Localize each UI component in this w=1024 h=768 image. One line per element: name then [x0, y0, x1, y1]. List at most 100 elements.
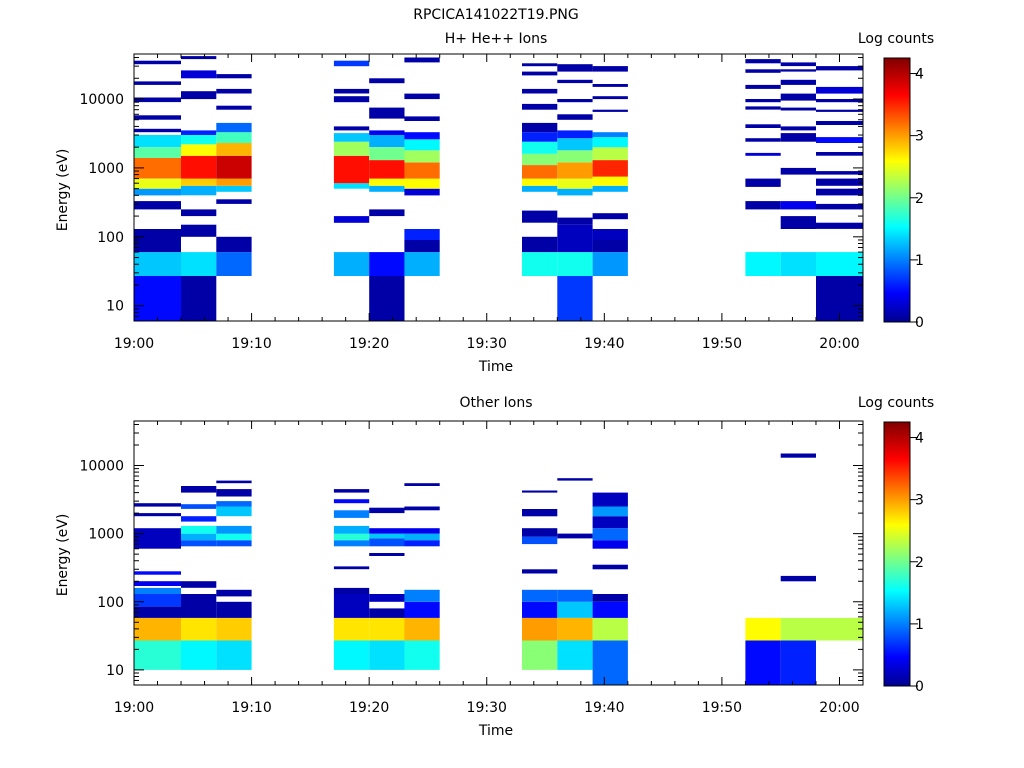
heatmap-cell — [216, 489, 252, 497]
heatmap-cell — [369, 178, 405, 186]
heatmap-cell — [557, 478, 593, 481]
heatmap-cell — [216, 506, 252, 517]
heatmap-cell — [333, 133, 370, 142]
x-tick-label: 19:00 — [114, 700, 154, 716]
heatmap-cell — [369, 209, 405, 217]
heatmap-cell — [745, 201, 781, 210]
heatmap-cell — [592, 147, 628, 161]
heatmap-cell — [404, 150, 440, 163]
heatmap-cell — [333, 252, 370, 276]
heatmap-cell — [780, 252, 816, 276]
heatmap-cell — [333, 594, 370, 618]
panel-title: Other Ions — [459, 395, 532, 411]
heatmap-cell — [134, 640, 181, 670]
heatmap-cell — [181, 504, 217, 509]
heatmap-cell — [134, 147, 181, 158]
heatmap-cell — [333, 510, 370, 518]
heatmap-cell — [816, 252, 863, 276]
heatmap-cell — [557, 150, 593, 163]
heatmap-cell — [557, 617, 593, 641]
heatmap-cell — [369, 78, 405, 84]
heatmap-cell — [216, 178, 252, 186]
heatmap-cell — [216, 533, 252, 541]
x-tick-label: 19:50 — [702, 336, 742, 352]
heatmap-cell — [216, 143, 252, 156]
heatmap-cell — [369, 553, 405, 556]
heatmap-cell — [134, 528, 181, 549]
heatmap-cell — [333, 489, 370, 493]
heatmap-cell — [404, 506, 440, 511]
heatmap-cell — [404, 240, 440, 253]
x-axis-ticks: 19:00 19:10 19:20 19:30 19:40 19:50 20:00 — [114, 54, 860, 352]
heatmap-cell — [181, 144, 217, 156]
heatmap-cell — [181, 525, 217, 534]
heatmap-cell — [557, 178, 593, 189]
heatmap-cell — [592, 66, 628, 72]
heatmap-cell — [404, 229, 440, 240]
heatmap-cell — [592, 160, 628, 177]
heatmap-cell — [134, 60, 181, 65]
x-tick-label: 19:30 — [467, 336, 507, 352]
heatmap-cell — [780, 107, 816, 111]
heatmap-cell — [522, 141, 558, 154]
heatmap-cell — [333, 540, 370, 547]
heatmap-cell — [404, 483, 440, 486]
y-tick-label: 100 — [97, 595, 124, 611]
heatmap-cell — [333, 126, 370, 131]
heatmap-cell — [333, 60, 370, 67]
x-axis-label: Time — [478, 723, 513, 739]
heatmap-cell — [333, 88, 370, 94]
heatmap-cell — [134, 571, 181, 575]
heatmap-cell — [557, 589, 593, 602]
heatmap-cell — [592, 240, 628, 253]
colorbar-ticks: 0 1 2 3 4 — [910, 431, 924, 695]
heatmap-cell — [134, 252, 181, 276]
heatmap-cell — [216, 199, 252, 204]
heatmap-cell — [522, 103, 558, 110]
heatmap-cell — [216, 589, 252, 597]
heatmap-cell — [522, 528, 558, 537]
heatmap-cell — [557, 138, 593, 151]
panel-title: H+ He++ Ions — [445, 31, 548, 47]
x-tick-label: 19:30 — [467, 700, 507, 716]
heatmap-cell — [134, 229, 181, 253]
heatmap-cell — [745, 69, 781, 73]
heatmap-cell — [181, 155, 217, 179]
x-tick-label: 19:40 — [584, 700, 624, 716]
heatmap-cell — [404, 617, 440, 641]
heatmap-cell — [134, 581, 181, 586]
heatmap-cell — [780, 201, 816, 210]
heatmap-cell — [592, 185, 628, 192]
heatmap-cell — [181, 130, 217, 135]
heatmap-cell — [780, 69, 816, 72]
heatmap-cell — [816, 109, 863, 112]
plot-frame — [133, 420, 864, 686]
heatmap-cell — [134, 201, 181, 210]
heatmap-cell — [816, 152, 863, 156]
heatmap-cell — [745, 84, 781, 89]
heatmap-cell — [522, 490, 558, 493]
heatmap-cell — [816, 178, 863, 186]
colorbar-tick-label: 4 — [915, 431, 924, 447]
heatmap-cell — [522, 536, 558, 545]
heatmap-cell — [134, 115, 181, 120]
heatmap-cell — [333, 617, 370, 641]
heatmap-cell — [216, 132, 252, 143]
heatmap-cell — [369, 507, 405, 514]
colorbar-tick-label: 0 — [915, 315, 924, 331]
x-tick-label: 19:10 — [231, 700, 271, 716]
colorbar-tick-label: 3 — [915, 129, 924, 145]
colorbar-tick-label: 1 — [915, 617, 924, 633]
heatmap-cell — [592, 176, 628, 186]
heatmap-cell — [592, 516, 628, 529]
heatmap-cell — [592, 601, 628, 618]
heatmap-cell — [522, 185, 558, 192]
heatmap-cell — [404, 162, 440, 179]
heatmap-cell — [369, 594, 405, 602]
x-axis-label: Time — [478, 359, 513, 375]
heatmap-cell — [216, 252, 252, 276]
x-axis-ticks: 19:00 19:10 19:20 19:30 19:40 19:50 20:00 — [114, 421, 860, 716]
colorbar-tick-label: 4 — [915, 67, 924, 83]
heatmap-cell — [745, 106, 781, 110]
y-tick-label: 100 — [97, 230, 124, 246]
